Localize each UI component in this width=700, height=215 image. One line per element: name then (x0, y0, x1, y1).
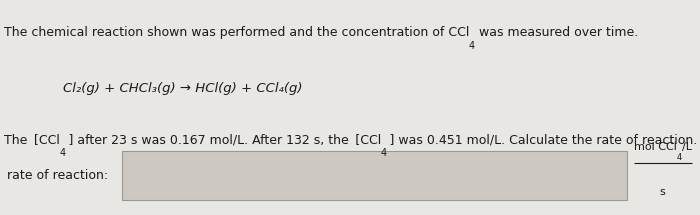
Text: rate of reaction:: rate of reaction: (7, 169, 108, 182)
Text: ] after 23 s was 0.167 mol/L. After 132 s, the  [CCl: ] after 23 s was 0.167 mol/L. After 132 … (66, 133, 381, 146)
Text: The chemical reaction shown was performed and the concentration of CCl: The chemical reaction shown was performe… (4, 26, 469, 39)
Text: 4: 4 (469, 41, 475, 51)
Text: /L: /L (682, 142, 692, 152)
Text: 4: 4 (60, 148, 66, 158)
Text: 4: 4 (381, 148, 387, 158)
Text: The  [CCl: The [CCl (4, 133, 60, 146)
Text: was measured over time.: was measured over time. (475, 26, 638, 39)
Text: 4: 4 (676, 153, 682, 162)
Text: mol CCl: mol CCl (634, 142, 676, 152)
Text: ] was 0.451 mol/L. Calculate the rate of reaction.: ] was 0.451 mol/L. Calculate the rate of… (387, 133, 697, 146)
Text: s: s (659, 187, 666, 197)
Text: Cl₂(g) + CHCl₃(g) → HCl(g) + CCl₄(g): Cl₂(g) + CHCl₃(g) → HCl(g) + CCl₄(g) (63, 82, 302, 95)
Bar (122, 150, 626, 200)
